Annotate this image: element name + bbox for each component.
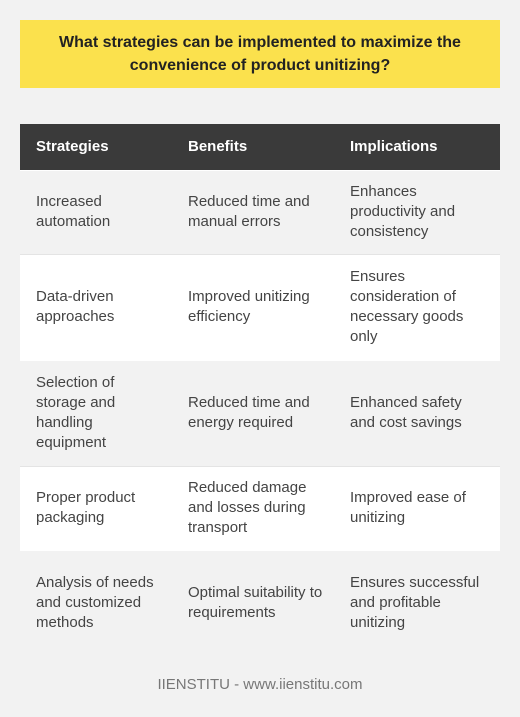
cell-benefit: Improved unitizing efficiency bbox=[172, 253, 334, 360]
table-row: Increased automation Reduced time and ma… bbox=[20, 169, 500, 254]
cell-strategy: Analysis of needs and customized methods bbox=[20, 549, 172, 656]
table-row: Data-driven approaches Improved unitizin… bbox=[20, 253, 500, 360]
title-banner: What strategies can be implemented to ma… bbox=[20, 20, 500, 88]
table-header-row: Strategies Benefits Implications bbox=[20, 124, 500, 170]
strategies-table: Strategies Benefits Implications Increas… bbox=[20, 124, 500, 656]
cell-strategy: Selection of storage and handling equipm… bbox=[20, 359, 172, 466]
column-header-implications: Implications bbox=[334, 124, 500, 170]
column-header-benefits: Benefits bbox=[172, 124, 334, 170]
cell-benefit: Reduced time and energy required bbox=[172, 359, 334, 466]
table-row: Proper product packaging Reduced damage … bbox=[20, 465, 500, 550]
table-row: Selection of storage and handling equipm… bbox=[20, 359, 500, 466]
cell-implication: Ensures successful and profitable unitiz… bbox=[334, 549, 500, 656]
cell-implication: Ensures consideration of necessary goods… bbox=[334, 253, 500, 360]
footer-credit: IIENSTITU - www.iienstitu.com bbox=[157, 676, 363, 693]
table-row: Analysis of needs and customized methods… bbox=[20, 549, 500, 656]
cell-implication: Enhances productivity and consistency bbox=[334, 169, 500, 254]
cell-strategy: Increased automation bbox=[20, 169, 172, 254]
column-header-strategies: Strategies bbox=[20, 124, 172, 170]
cell-implication: Enhanced safety and cost savings bbox=[334, 359, 500, 466]
cell-benefit: Optimal suitability to requirements bbox=[172, 549, 334, 656]
cell-benefit: Reduced time and manual errors bbox=[172, 169, 334, 254]
cell-strategy: Proper product packaging bbox=[20, 465, 172, 550]
cell-implication: Improved ease of unitizing bbox=[334, 465, 500, 550]
cell-benefit: Reduced damage and losses during transpo… bbox=[172, 465, 334, 550]
page-title: What strategies can be implemented to ma… bbox=[59, 34, 461, 74]
cell-strategy: Data-driven approaches bbox=[20, 253, 172, 360]
